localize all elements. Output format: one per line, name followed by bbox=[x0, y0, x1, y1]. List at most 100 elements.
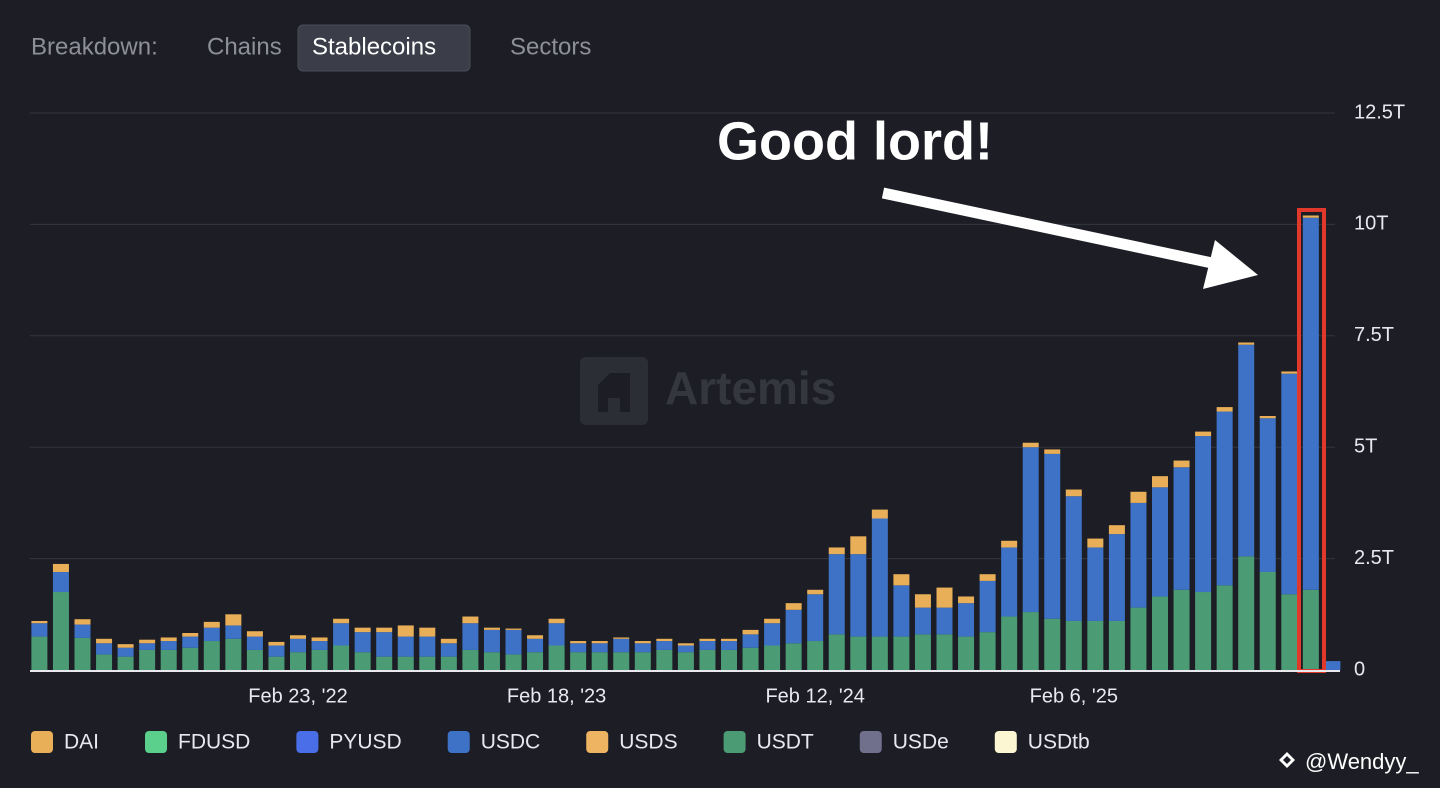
bar-segment bbox=[225, 638, 242, 670]
y-tick-label: 12.5T bbox=[1354, 101, 1405, 123]
bar-segment bbox=[1152, 487, 1168, 597]
bar-segment bbox=[764, 623, 781, 646]
bar-segment bbox=[160, 641, 177, 650]
legend-label[interactable]: FDUSD bbox=[178, 731, 250, 754]
legend-label[interactable]: USDtb bbox=[1028, 731, 1090, 754]
bar-segment bbox=[548, 618, 565, 624]
bar-segment bbox=[74, 619, 91, 625]
bar-segment bbox=[742, 629, 759, 635]
bar-segment bbox=[548, 645, 565, 670]
bar-segment bbox=[483, 629, 500, 653]
bar-segment bbox=[354, 632, 371, 653]
annotation-arrow bbox=[881, 187, 1258, 289]
y-tick-label: 10T bbox=[1354, 213, 1388, 235]
bar-segment bbox=[914, 607, 931, 635]
bars bbox=[31, 215, 1341, 670]
bar-segment bbox=[1022, 447, 1039, 613]
bar-segment bbox=[850, 636, 867, 670]
legend-label[interactable]: DAI bbox=[64, 731, 99, 754]
bar-segment bbox=[419, 636, 436, 657]
bar-segment bbox=[268, 656, 285, 670]
bar-segment bbox=[1087, 620, 1104, 670]
tab[interactable]: Stablecoins bbox=[312, 33, 436, 60]
bar-segment bbox=[117, 656, 134, 670]
bar-segment bbox=[527, 635, 544, 639]
bar-segment bbox=[742, 634, 759, 648]
bar-segment bbox=[871, 509, 888, 519]
bar-segment bbox=[591, 652, 608, 670]
bar-segment bbox=[527, 638, 544, 653]
y-tick-label: 5T bbox=[1354, 435, 1377, 457]
bar-segment bbox=[505, 629, 522, 655]
bar-segment bbox=[764, 618, 781, 624]
bar-segment bbox=[699, 649, 716, 670]
legend-label[interactable]: USDe bbox=[893, 731, 949, 754]
tab[interactable]: Sectors bbox=[510, 33, 591, 60]
bar-segment bbox=[376, 627, 393, 633]
bar-segment bbox=[591, 643, 608, 653]
bar-segment bbox=[548, 623, 565, 646]
y-axis-labels: 0 2.5T 5T 7.5T 10T 12.5T bbox=[1354, 101, 1405, 680]
x-tick-label: Feb 23, '22 bbox=[248, 685, 347, 707]
bar-segment bbox=[1044, 453, 1061, 619]
bar-segment bbox=[354, 627, 371, 633]
legend-label[interactable]: USDC bbox=[481, 731, 541, 754]
bar-segment bbox=[52, 592, 69, 670]
bar-segment bbox=[1001, 616, 1018, 670]
legend-label[interactable]: PYUSD bbox=[329, 731, 401, 754]
bar-segment bbox=[1152, 596, 1168, 670]
grid bbox=[30, 112, 1335, 560]
bar-segment bbox=[1001, 547, 1018, 617]
bar-segment bbox=[203, 621, 220, 628]
bar-segment bbox=[1238, 556, 1255, 670]
bar-segment bbox=[440, 656, 457, 670]
bar-segment bbox=[440, 643, 457, 657]
bar-segment bbox=[721, 641, 737, 650]
bar-segment bbox=[699, 638, 716, 642]
bar-segment bbox=[764, 645, 781, 670]
bar-segment bbox=[634, 643, 651, 653]
tab[interactable]: Chains bbox=[207, 33, 282, 60]
x-axis-labels: Feb 23, '22 Feb 18, '23 Feb 12, '24 Feb 6, … bbox=[248, 685, 1118, 707]
bar-segment bbox=[96, 654, 113, 670]
bar-segment bbox=[333, 618, 350, 624]
bar-segment bbox=[139, 649, 156, 670]
bar-segment bbox=[505, 628, 522, 630]
bar-segment bbox=[225, 625, 242, 639]
legend-swatch bbox=[145, 731, 168, 753]
bar-segment bbox=[634, 652, 651, 670]
bar-segment bbox=[1173, 460, 1190, 468]
bar-segment bbox=[677, 645, 694, 653]
bar-segment bbox=[376, 656, 393, 670]
bar-segment bbox=[440, 638, 457, 644]
breakdown-tabs: Breakdown: Chains Stablecoins Sectors bbox=[31, 24, 591, 72]
bar-segment bbox=[290, 652, 306, 670]
arrow-head bbox=[1203, 240, 1258, 289]
legend-swatch bbox=[31, 731, 53, 753]
bar-segment bbox=[182, 636, 199, 648]
bar-segment bbox=[333, 645, 350, 670]
bar-segment bbox=[1108, 525, 1125, 535]
bar-segment bbox=[31, 636, 48, 670]
bar-segment bbox=[182, 647, 199, 670]
bar-segment bbox=[246, 631, 263, 637]
bar-segment bbox=[203, 641, 220, 670]
bar-segment bbox=[699, 641, 716, 650]
bar-segment bbox=[1302, 215, 1319, 218]
bar-segment bbox=[871, 518, 888, 637]
x-tick-label: Feb 6, '25 bbox=[1030, 685, 1118, 707]
legend-label[interactable]: USDT bbox=[757, 731, 814, 754]
legend-label[interactable]: USDS bbox=[619, 731, 677, 754]
bar-segment bbox=[527, 652, 544, 670]
x-tick-label: Feb 12, '24 bbox=[765, 685, 864, 707]
bar-segment bbox=[397, 625, 414, 637]
bar-segment bbox=[139, 643, 156, 650]
bar-segment bbox=[1022, 612, 1039, 670]
bar-segment bbox=[742, 647, 759, 670]
bar-segment bbox=[1108, 534, 1125, 621]
bar-segment bbox=[96, 643, 113, 655]
bar-segment bbox=[914, 634, 931, 670]
bar-segment bbox=[828, 634, 845, 670]
bar-segment bbox=[1281, 373, 1298, 595]
